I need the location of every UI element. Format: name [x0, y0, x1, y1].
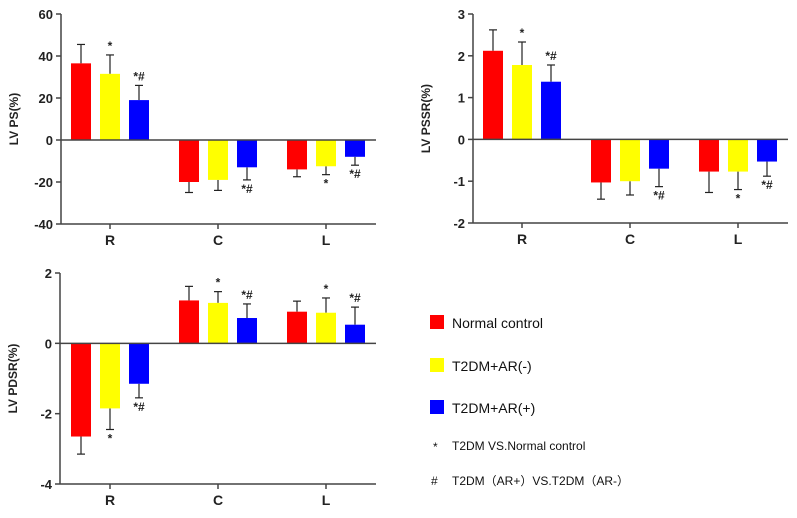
bar [316, 312, 336, 344]
y-tick-label: -4 [40, 477, 52, 492]
legend-note-symbol: * [433, 440, 438, 454]
bar [483, 50, 503, 140]
bar [699, 139, 719, 172]
legend-label: T2DM+AR(+) [452, 400, 535, 416]
y-tick-label: 0 [458, 132, 465, 147]
y-axis-label: LV PDSR(%) [6, 344, 20, 414]
y-tick-label: 40 [39, 49, 53, 64]
chart-panel-2: * * * *# *# *# 2 0 -2 -4 R C L LV PDSR(%) [6, 266, 376, 508]
bar [71, 343, 91, 437]
bar [728, 139, 748, 172]
legend: Normal control T2DM+AR(-) T2DM+AR(+) * T… [430, 315, 629, 488]
bar [649, 139, 669, 169]
x-tick-label: R [105, 492, 115, 508]
legend-label: T2DM+AR(-) [452, 358, 532, 374]
bar [179, 300, 199, 344]
bar [71, 63, 91, 140]
bar [237, 318, 257, 344]
bar [620, 139, 640, 182]
legend-swatch-normal-control [430, 315, 444, 329]
bar [345, 140, 365, 157]
chart-panel-1: * * *# *# *# 3 2 1 0 -1 -2 R C L LV PSSR(%) [419, 7, 788, 247]
significance-mark: *# [653, 189, 665, 203]
y-tick-label: -40 [34, 217, 53, 232]
y-axis-label: LV PS(%) [7, 93, 21, 145]
legend-note-symbol: # [431, 474, 438, 488]
bar [237, 140, 257, 168]
y-tick-label: 20 [39, 91, 53, 106]
significance-mark: *# [761, 178, 773, 192]
bar [541, 81, 561, 140]
bar [208, 302, 228, 344]
significance-mark: * [736, 192, 741, 206]
y-tick-label: 2 [458, 49, 465, 64]
significance-mark: *# [133, 69, 145, 83]
x-tick-label: L [734, 231, 743, 247]
x-tick-label: C [625, 231, 635, 247]
bar [591, 139, 611, 183]
bar [208, 140, 228, 180]
x-tick-label: L [322, 232, 331, 248]
chart-panel-0: * * *# *# *# 60 40 20 0 -20 -40 R C L LV PS(%) [7, 7, 376, 248]
y-tick-label: 60 [39, 7, 53, 22]
x-tick-label: R [517, 231, 527, 247]
y-tick-label: -20 [34, 175, 53, 190]
x-tick-label: R [105, 232, 115, 248]
x-tick-label: C [213, 232, 223, 248]
bar [287, 311, 307, 344]
x-tick-label: L [322, 492, 331, 508]
y-tick-label: 3 [458, 7, 465, 22]
significance-mark: *# [349, 167, 361, 181]
y-tick-label: 1 [458, 91, 465, 106]
bar [512, 64, 532, 140]
y-tick-label: -1 [453, 174, 465, 189]
bar [757, 139, 777, 162]
legend-note-text: T2DM（AR+）VS.T2DM（AR-） [452, 474, 629, 488]
legend-label: Normal control [452, 315, 543, 331]
bar [100, 73, 120, 140]
y-tick-label: 0 [46, 133, 53, 148]
y-tick-label: 2 [45, 266, 52, 281]
y-axis-label: LV PSSR(%) [419, 84, 433, 153]
significance-mark: *# [133, 400, 145, 414]
significance-mark: * [216, 276, 221, 290]
legend-note-text: T2DM VS.Normal control [452, 439, 585, 453]
significance-mark: *# [241, 182, 253, 196]
legend-swatch-ar-positive [430, 400, 444, 414]
y-tick-label: 0 [45, 336, 52, 351]
bar [287, 140, 307, 170]
y-tick-label: -2 [40, 407, 52, 422]
significance-mark: *# [349, 291, 361, 305]
bar [100, 343, 120, 409]
significance-mark: * [324, 177, 329, 191]
significance-mark: * [108, 39, 113, 53]
significance-mark: * [324, 282, 329, 296]
x-tick-label: C [213, 492, 223, 508]
bar [316, 140, 336, 167]
bar [345, 324, 365, 344]
significance-mark: * [108, 431, 113, 445]
legend-swatch-ar-negative [430, 358, 444, 372]
bar [129, 100, 149, 140]
bar [179, 140, 199, 182]
significance-mark: * [520, 26, 525, 40]
bar [129, 343, 149, 384]
significance-mark: *# [545, 49, 557, 63]
y-tick-label: -2 [453, 216, 465, 231]
significance-mark: *# [241, 288, 253, 302]
